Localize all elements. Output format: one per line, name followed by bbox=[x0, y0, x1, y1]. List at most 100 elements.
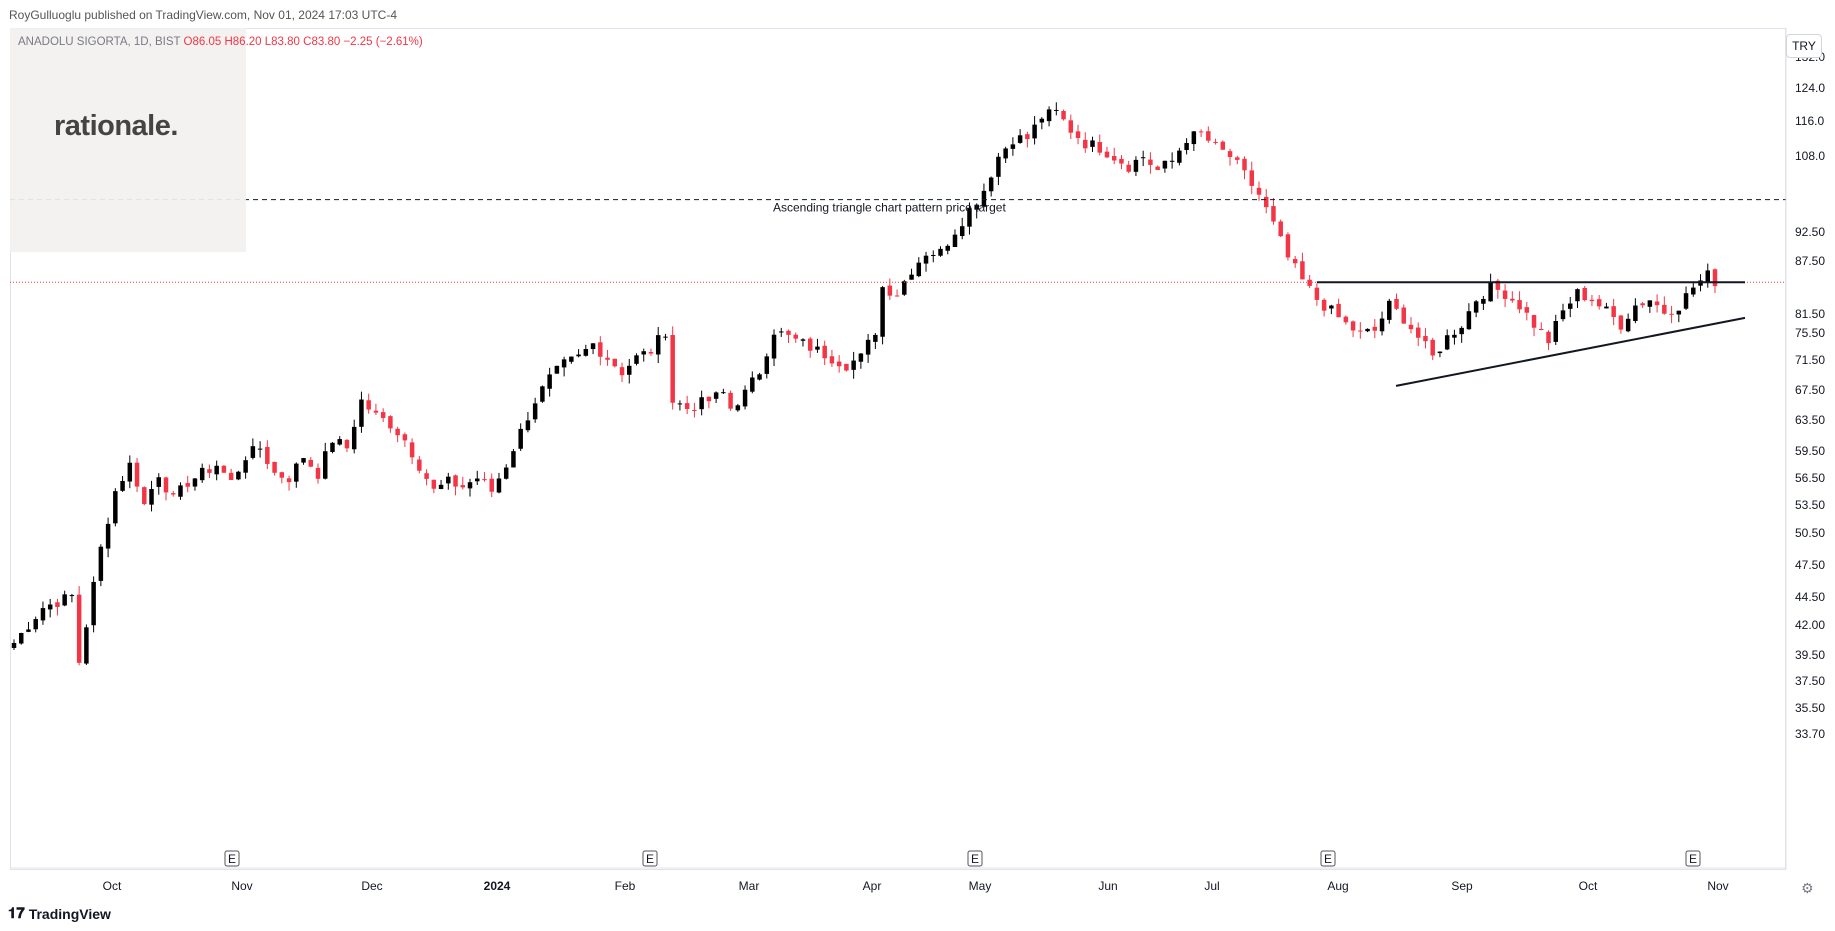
candle-body bbox=[750, 377, 755, 392]
candle-body bbox=[69, 595, 75, 597]
candle-body bbox=[996, 156, 1001, 177]
earnings-marker-icon bbox=[967, 850, 983, 867]
candle-body bbox=[1329, 305, 1334, 309]
settings-gear-icon[interactable]: ⚙ bbox=[1801, 881, 1814, 897]
candle-body bbox=[786, 330, 791, 335]
candle-body bbox=[742, 389, 748, 407]
candle-body bbox=[91, 581, 96, 626]
candle-body bbox=[178, 485, 183, 497]
candle-body bbox=[974, 204, 979, 210]
candle-body bbox=[648, 352, 654, 354]
candle-body bbox=[395, 428, 400, 436]
candle-body bbox=[1582, 287, 1587, 301]
candle-body bbox=[315, 467, 321, 479]
y-tick-label: 75.50 bbox=[1795, 326, 1825, 340]
candle-body bbox=[757, 374, 762, 380]
x-tick-label: Nov bbox=[1707, 879, 1728, 893]
candle-body bbox=[1119, 158, 1124, 164]
candle-body bbox=[858, 353, 864, 362]
candle-body bbox=[1430, 339, 1435, 356]
earnings-marker-label: E bbox=[228, 852, 236, 866]
candle-body bbox=[728, 392, 733, 409]
candle-body bbox=[793, 334, 798, 339]
candle-body bbox=[1517, 300, 1522, 310]
candle-body bbox=[1090, 140, 1095, 147]
y-tick-label: 124.0 bbox=[1795, 81, 1825, 95]
candle-body bbox=[1025, 134, 1030, 140]
candle-body bbox=[1444, 335, 1450, 350]
candle-body bbox=[699, 397, 704, 410]
candle-body bbox=[149, 489, 154, 505]
candle-body bbox=[286, 478, 292, 483]
candle-body bbox=[851, 360, 856, 370]
candle-body bbox=[1169, 160, 1175, 162]
candle-body bbox=[1575, 289, 1580, 302]
candle-body bbox=[1220, 141, 1226, 150]
candle-body bbox=[815, 346, 820, 350]
candle-body bbox=[446, 476, 451, 484]
candle-body bbox=[721, 392, 726, 394]
candle-body bbox=[62, 594, 67, 606]
candle-body bbox=[228, 472, 234, 480]
candle-body bbox=[1611, 306, 1616, 318]
candle-body bbox=[619, 367, 625, 376]
candle-body bbox=[337, 439, 342, 445]
candle-body bbox=[1191, 131, 1197, 145]
candle-body bbox=[373, 410, 379, 413]
candle-body bbox=[257, 448, 263, 450]
candle-body bbox=[612, 358, 618, 367]
candle-body bbox=[199, 467, 205, 481]
candle-body bbox=[931, 254, 936, 256]
candle-body bbox=[677, 403, 683, 405]
x-tick-label: Nov bbox=[231, 879, 252, 893]
candle-body bbox=[1184, 142, 1189, 151]
candle-body bbox=[503, 467, 509, 479]
x-tick-label: Feb bbox=[615, 879, 636, 893]
candle-body bbox=[1003, 148, 1008, 159]
candle-body bbox=[1705, 270, 1711, 282]
support-trendline bbox=[1395, 316, 1746, 387]
candle-body bbox=[1473, 301, 1479, 313]
candle-body bbox=[1104, 151, 1110, 158]
candle-body bbox=[55, 602, 60, 607]
currency-selector[interactable]: TRY bbox=[1786, 34, 1822, 58]
brand-watermark-box bbox=[10, 28, 246, 252]
candle-body bbox=[1046, 109, 1052, 122]
candle-body bbox=[1140, 157, 1146, 159]
candle-body bbox=[301, 458, 306, 463]
candle-body bbox=[1596, 299, 1602, 307]
candle-body bbox=[1227, 151, 1233, 158]
tradingview-logo[interactable]: TradingView bbox=[28, 905, 111, 922]
candle-body bbox=[1654, 301, 1660, 306]
candle-body bbox=[1546, 331, 1551, 344]
candle-body bbox=[388, 416, 393, 429]
candle-body bbox=[1633, 305, 1638, 321]
candle-body bbox=[1155, 166, 1160, 170]
candle-body bbox=[1300, 261, 1305, 280]
candle-body bbox=[655, 335, 661, 355]
candle-body bbox=[590, 343, 596, 350]
price-axis bbox=[1786, 28, 1835, 870]
candle-body bbox=[1683, 293, 1689, 309]
footer: 𝟏𝟕 TradingView bbox=[8, 905, 111, 922]
candle-body bbox=[525, 420, 531, 431]
candle-body bbox=[1054, 109, 1059, 111]
candle-body bbox=[380, 412, 386, 418]
candle-body bbox=[945, 245, 950, 251]
y-tick-label: 87.50 bbox=[1795, 254, 1825, 268]
candle-body bbox=[1278, 221, 1283, 237]
candle-body bbox=[807, 338, 813, 351]
candle-body bbox=[453, 475, 458, 487]
candle-body bbox=[192, 478, 198, 487]
candle-body bbox=[959, 226, 965, 237]
candle-body bbox=[1126, 164, 1131, 172]
candle-body bbox=[127, 462, 133, 482]
candle-body bbox=[1712, 269, 1718, 287]
candle-body bbox=[11, 642, 17, 648]
candle-body bbox=[1111, 155, 1117, 161]
candle-body bbox=[1589, 299, 1595, 302]
candle-body bbox=[236, 471, 241, 480]
candle-body bbox=[887, 285, 893, 296]
candle-body bbox=[1292, 258, 1298, 264]
